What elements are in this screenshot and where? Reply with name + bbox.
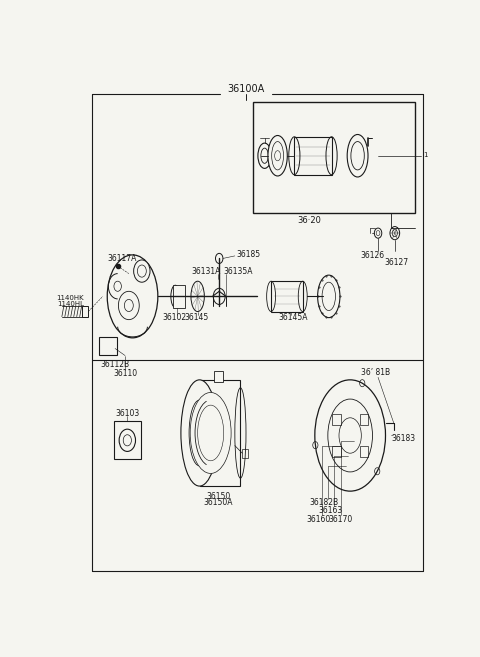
Text: 36126: 36126	[360, 252, 384, 260]
Bar	[360, 414, 368, 425]
Text: 36170: 36170	[329, 516, 353, 524]
Text: 36182B: 36182B	[310, 498, 339, 507]
Bar	[242, 449, 248, 459]
Text: 1140HK: 1140HK	[57, 295, 84, 301]
Ellipse shape	[216, 254, 223, 263]
Text: 1: 1	[423, 152, 428, 158]
Bar	[200, 380, 240, 486]
Ellipse shape	[315, 380, 385, 491]
Bar	[214, 371, 223, 382]
Text: 1140HL: 1140HL	[57, 301, 84, 307]
Ellipse shape	[213, 288, 225, 304]
Bar	[173, 285, 185, 307]
Text: 36127: 36127	[384, 258, 409, 267]
Text: 36102: 36102	[163, 313, 187, 322]
Text: 36100A: 36100A	[228, 84, 264, 94]
Bar	[253, 102, 415, 213]
Bar	[271, 281, 303, 311]
Text: 36145: 36145	[185, 313, 209, 322]
Text: 36103: 36103	[115, 409, 140, 419]
Text: 36185: 36185	[236, 250, 260, 259]
Bar	[114, 421, 141, 459]
Bar	[332, 414, 340, 425]
Text: 36135A: 36135A	[223, 267, 252, 275]
Bar	[83, 307, 88, 317]
Ellipse shape	[191, 281, 204, 311]
Text: 36’ 81B: 36’ 81B	[361, 368, 390, 376]
Ellipse shape	[190, 392, 231, 474]
Text: 36160: 36160	[306, 516, 331, 524]
Text: 36183: 36183	[392, 434, 416, 443]
Text: 36163: 36163	[319, 506, 343, 515]
Text: 36110: 36110	[113, 369, 137, 378]
Bar	[360, 446, 368, 457]
Text: 36131A: 36131A	[192, 267, 221, 275]
Ellipse shape	[347, 135, 368, 177]
Text: 36145A: 36145A	[279, 313, 308, 322]
Ellipse shape	[328, 399, 372, 472]
Text: 36·20: 36·20	[297, 216, 321, 225]
Text: 36150A: 36150A	[204, 498, 233, 507]
Ellipse shape	[318, 275, 340, 317]
Text: 36112B: 36112B	[100, 360, 129, 369]
Text: 36150: 36150	[206, 491, 230, 501]
Ellipse shape	[268, 135, 288, 176]
Ellipse shape	[133, 260, 150, 283]
Bar	[332, 446, 340, 457]
Text: 36117A: 36117A	[107, 254, 137, 263]
Ellipse shape	[107, 255, 158, 338]
Ellipse shape	[171, 285, 180, 307]
Bar	[99, 337, 117, 355]
Bar	[294, 137, 332, 175]
Ellipse shape	[181, 380, 218, 486]
